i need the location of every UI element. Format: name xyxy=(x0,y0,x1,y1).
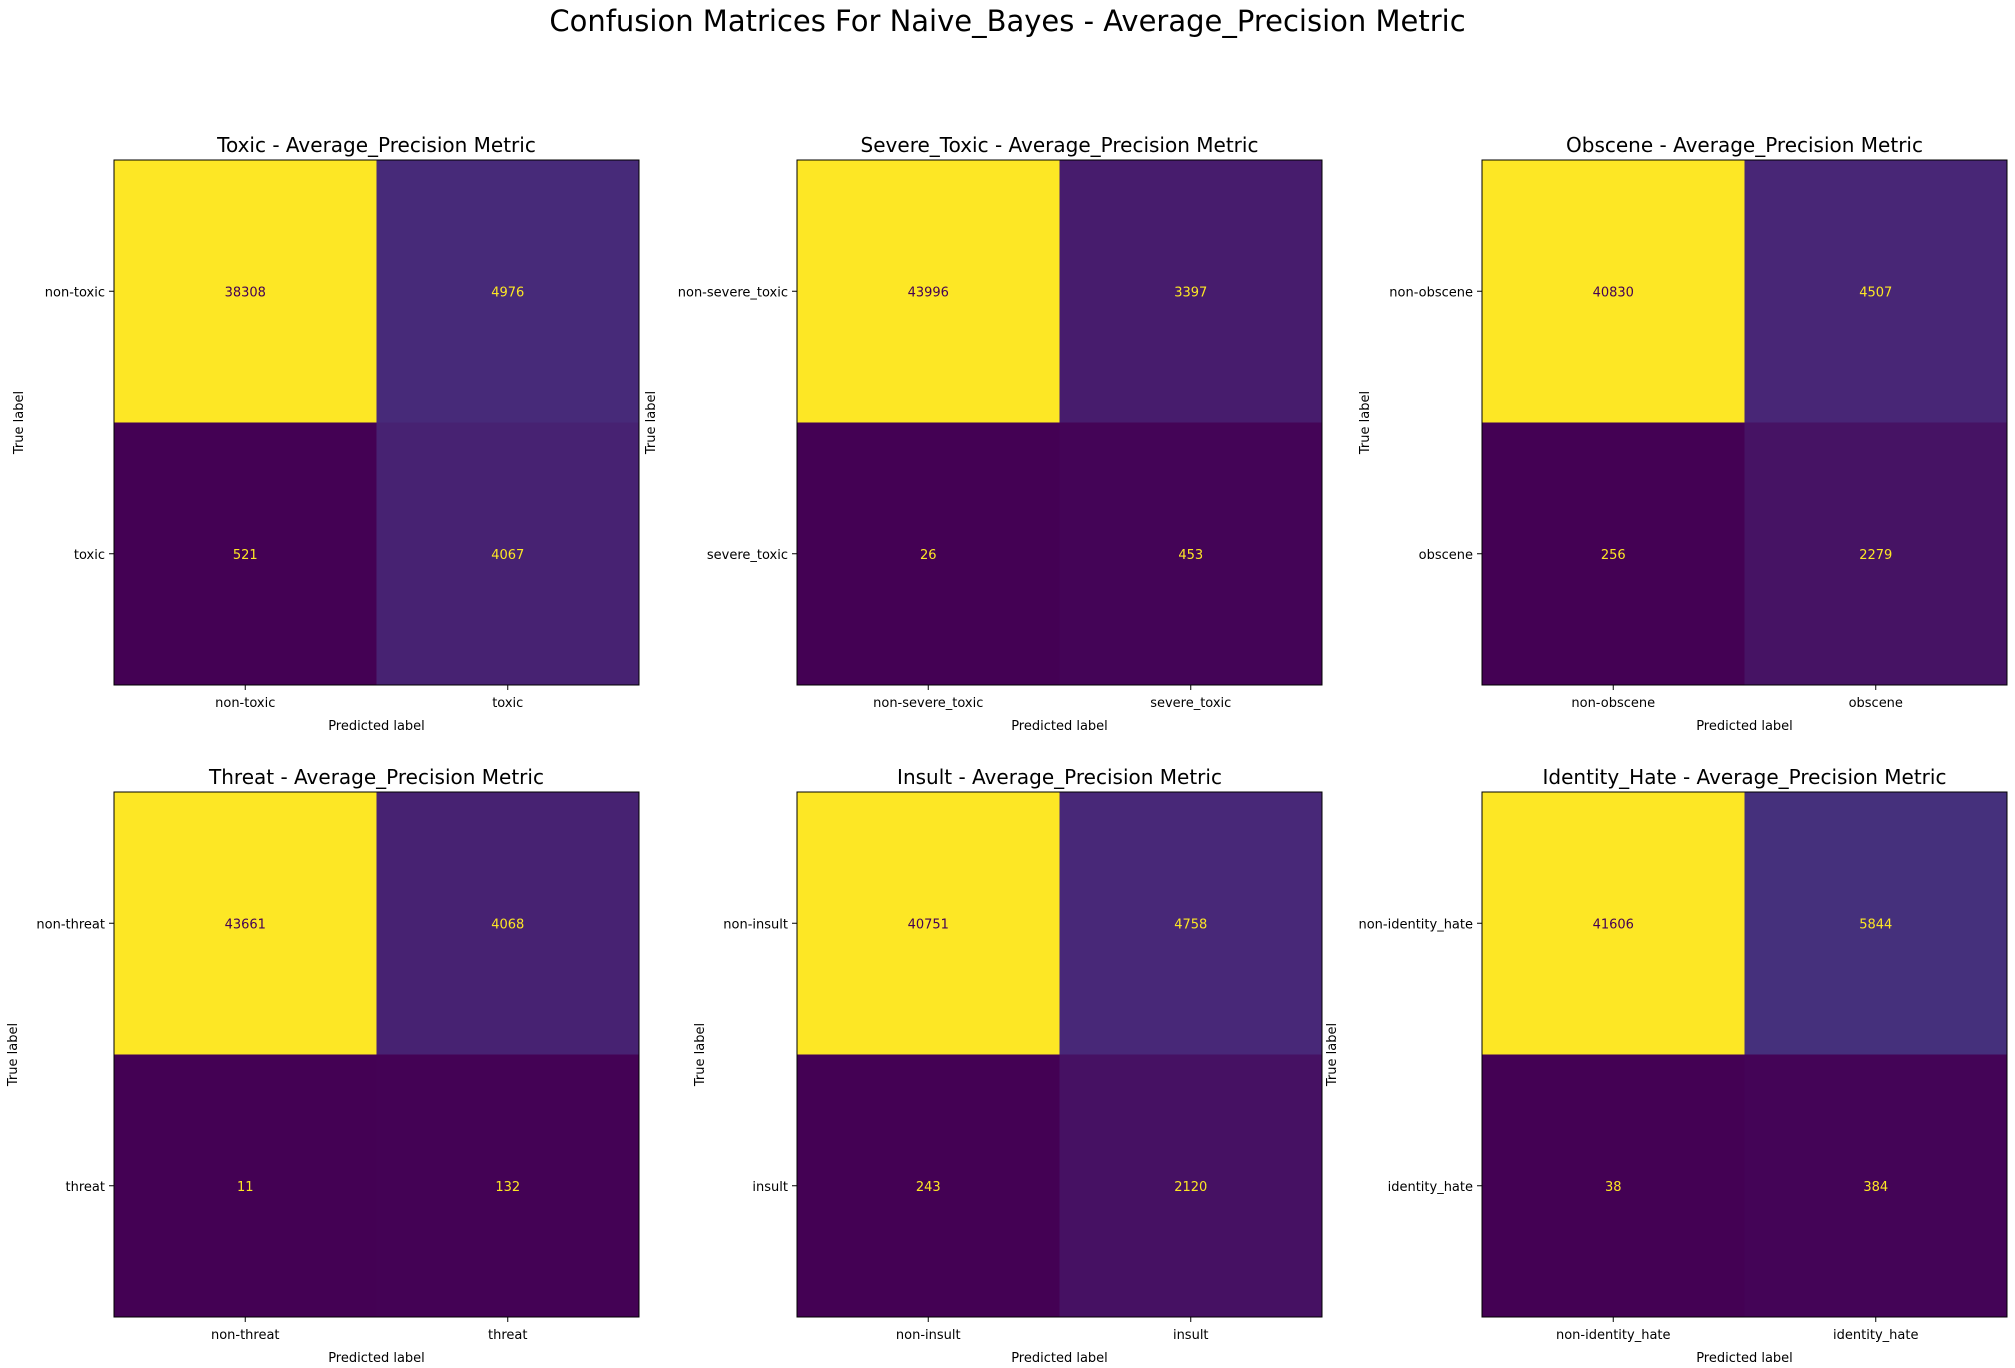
cell-value: 384 xyxy=(1863,1180,1888,1195)
cell-value: 3397 xyxy=(1174,285,1207,300)
y-axis-label: True label xyxy=(6,1023,21,1087)
subplot-title: Toxic - Average_Precision Metric xyxy=(216,133,536,157)
figure-title: Confusion Matrices For Naive_Bayes - Ave… xyxy=(549,4,1466,38)
x-tick-label: non-severe_toxic xyxy=(873,696,983,711)
matrix-cell xyxy=(1059,422,1322,685)
x-tick-label: severe_toxic xyxy=(1150,696,1231,711)
matrix-cell xyxy=(114,1054,377,1317)
matrix-cell xyxy=(797,422,1060,685)
cell-value: 453 xyxy=(1178,548,1203,563)
subplot-title: Insult - Average_Precision Metric xyxy=(897,765,1222,789)
x-tick-label: non-threat xyxy=(211,1328,280,1343)
cell-value: 11 xyxy=(237,1180,254,1195)
y-axis-label: True label xyxy=(1358,391,1373,455)
x-axis-label: Predicted label xyxy=(1011,1351,1108,1366)
y-tick-label: non-obscene xyxy=(1389,285,1473,300)
axes-frame xyxy=(796,159,1323,686)
y-tick-label: insult xyxy=(752,1180,788,1195)
axes-frame xyxy=(796,791,1323,1318)
matrix-cell xyxy=(1744,1054,2007,1317)
matrix-cell xyxy=(1482,792,1745,1055)
x-tick-label: non-obscene xyxy=(1571,696,1655,711)
cell-value: 132 xyxy=(495,1180,520,1195)
y-tick-label: threat xyxy=(66,1180,105,1195)
matrix-cell xyxy=(1744,792,2007,1055)
matrix-cell xyxy=(1059,1054,1322,1317)
y-tick-label: identity_hate xyxy=(1388,1180,1473,1195)
cell-value: 40830 xyxy=(1593,285,1634,300)
y-axis-label: True label xyxy=(1325,1023,1340,1087)
x-tick-label: threat xyxy=(488,1328,527,1343)
cell-value: 256 xyxy=(1601,548,1626,563)
cell-value: 41606 xyxy=(1593,917,1634,932)
y-tick-label: non-severe_toxic xyxy=(678,285,788,300)
matrix-cell xyxy=(1059,160,1322,423)
y-axis-label: True label xyxy=(644,391,659,455)
cell-value: 521 xyxy=(233,548,258,563)
cell-value: 2120 xyxy=(1174,1180,1207,1195)
x-tick-label: non-toxic xyxy=(215,696,275,711)
matrix-cell xyxy=(797,1054,1060,1317)
axes-frame xyxy=(1481,791,2008,1318)
matrix-cell xyxy=(797,160,1060,423)
axes-frame xyxy=(113,791,640,1318)
cell-value: 38308 xyxy=(225,285,266,300)
x-axis-label: Predicted label xyxy=(1011,719,1108,734)
cell-value: 38 xyxy=(1605,1180,1622,1195)
axes-frame xyxy=(1481,159,2008,686)
cell-value: 243 xyxy=(916,1180,941,1195)
x-axis-label: Predicted label xyxy=(1696,719,1793,734)
matrix-cell xyxy=(114,792,377,1055)
x-axis-label: Predicted label xyxy=(328,719,425,734)
cell-value: 2279 xyxy=(1859,548,1892,563)
y-tick-label: obscene xyxy=(1419,548,1473,563)
y-tick-label: non-identity_hate xyxy=(1358,917,1473,932)
subplot-title: Identity_Hate - Average_Precision Metric xyxy=(1543,765,1947,789)
matrix-cell xyxy=(1482,422,1745,685)
cell-value: 43996 xyxy=(908,285,949,300)
y-axis-label: True label xyxy=(12,391,27,455)
x-tick-label: obscene xyxy=(1849,696,1903,711)
subplot-title: Obscene - Average_Precision Metric xyxy=(1566,133,1923,157)
y-tick-label: toxic xyxy=(74,548,105,563)
matrix-cell xyxy=(1059,792,1322,1055)
matrix-cell xyxy=(376,1054,639,1317)
matrix-cell xyxy=(1744,422,2007,685)
cell-value: 40751 xyxy=(908,917,949,932)
y-tick-label: non-threat xyxy=(36,917,105,932)
matrix-cell xyxy=(376,422,639,685)
matrix-cell xyxy=(1482,1054,1745,1317)
subplot-title: Threat - Average_Precision Metric xyxy=(208,765,544,789)
x-tick-label: identity_hate xyxy=(1833,1328,1918,1343)
x-tick-label: non-insult xyxy=(896,1328,961,1343)
cell-value: 43661 xyxy=(225,917,266,932)
x-tick-label: insult xyxy=(1173,1328,1209,1343)
y-axis-label: True label xyxy=(693,1023,708,1087)
x-tick-label: toxic xyxy=(492,696,523,711)
matrix-cell xyxy=(376,792,639,1055)
matrix-cell xyxy=(114,160,377,423)
matrix-cell xyxy=(376,160,639,423)
x-tick-label: non-identity_hate xyxy=(1556,1328,1671,1343)
y-tick-label: severe_toxic xyxy=(707,548,788,563)
x-axis-label: Predicted label xyxy=(1696,1351,1793,1366)
cell-value: 26 xyxy=(920,548,937,563)
cell-value: 5844 xyxy=(1859,917,1892,932)
cell-value: 4758 xyxy=(1174,917,1207,932)
matrix-cell xyxy=(1744,160,2007,423)
subplot-title: Severe_Toxic - Average_Precision Metric xyxy=(861,133,1259,157)
matrix-cell xyxy=(797,792,1060,1055)
matrix-cell xyxy=(114,422,377,685)
y-tick-label: non-insult xyxy=(723,917,788,932)
cell-value: 4068 xyxy=(491,917,524,932)
matrix-cell xyxy=(1482,160,1745,423)
cell-value: 4507 xyxy=(1859,285,1892,300)
y-tick-label: non-toxic xyxy=(45,285,105,300)
axes-frame xyxy=(113,159,640,686)
cell-value: 4067 xyxy=(491,548,524,563)
cell-value: 4976 xyxy=(491,285,524,300)
x-axis-label: Predicted label xyxy=(328,1351,425,1366)
